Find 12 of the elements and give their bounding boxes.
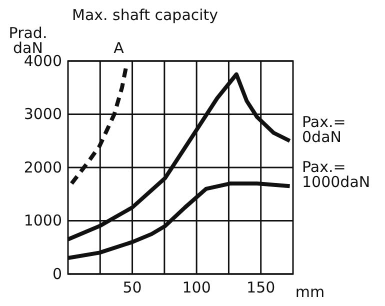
chart-title: Max. shaft capacity <box>72 6 218 24</box>
y-tick-label: 2000 <box>24 158 62 176</box>
series-label: Pax.= 1000daN <box>302 158 370 192</box>
y-tick-label: 3000 <box>24 105 62 124</box>
x-tick-label: 50 <box>122 278 142 297</box>
y-tick-label: 1000 <box>24 212 62 230</box>
y-tick-label: 0 <box>52 264 62 283</box>
x-tick-label: 100 <box>182 278 211 297</box>
series-label: Pax.= 0daN <box>302 112 346 146</box>
x-axis-title: mm <box>295 283 325 301</box>
series-label: A <box>114 39 125 57</box>
x-tick-label: 150 <box>246 278 276 297</box>
